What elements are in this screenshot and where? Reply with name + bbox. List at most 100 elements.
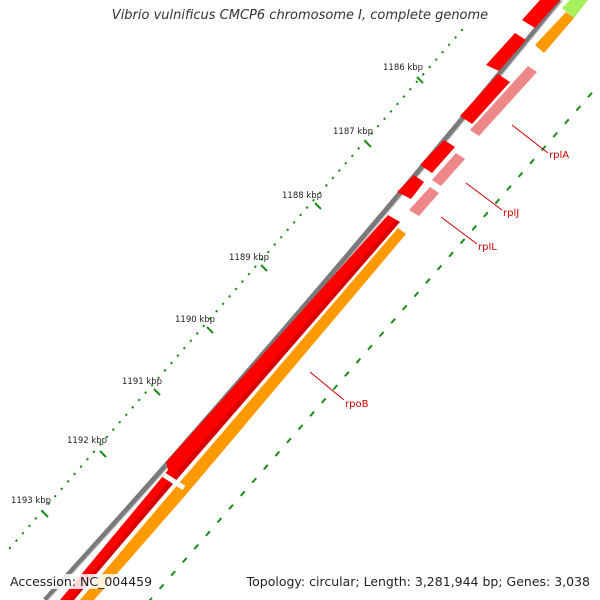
- gene-label-rplA: rplA: [549, 150, 569, 161]
- ticks-inner-mark: [158, 583, 165, 590]
- dots-outer-mark: [182, 346, 186, 350]
- dots-outer-mark: [118, 420, 122, 424]
- ticks-inner-mark: [483, 211, 489, 218]
- dots-outer-mark: [240, 280, 244, 284]
- ticks-inner-mark: [309, 411, 315, 417]
- dots-outer-mark: [34, 516, 38, 520]
- kbp-tick-mark: [41, 510, 49, 518]
- cds-forward-top: [522, 0, 560, 28]
- dots-outer-mark: [402, 95, 406, 99]
- kbp-tick-mark: [260, 264, 268, 272]
- dots-outer-mark: [376, 124, 380, 128]
- leader-rplA: [511, 124, 549, 154]
- dots-outer-mark: [324, 183, 328, 187]
- dots-outer-mark: [292, 220, 296, 224]
- ticks-inner-mark: [540, 145, 547, 152]
- dots-outer-mark: [383, 117, 386, 121]
- kbp-tick-mark: [364, 140, 372, 148]
- ticks-inner-mark: [564, 118, 570, 125]
- cds-forward-rpob: [60, 215, 400, 600]
- dots-outer-mark: [389, 109, 393, 113]
- kbp-tick-mark: [99, 450, 107, 458]
- kbp-label-1189: 1189 kbp: [229, 253, 269, 263]
- dots-outer-mark: [415, 80, 419, 84]
- ticks-inner-mark: [494, 198, 501, 205]
- ticks-inner-mark: [459, 238, 466, 245]
- dots-outer-mark: [350, 154, 354, 158]
- ticks-inner-mark: [263, 464, 269, 471]
- ticks-inner-mark: [552, 131, 558, 138]
- kbp-label-1191: 1191 kbp: [122, 377, 162, 387]
- genome-summary-text: Topology: circular; Length: 3,281,944 bp…: [245, 574, 591, 589]
- cds-forward-rplA: [460, 74, 510, 124]
- dots-outer-mark: [299, 213, 303, 217]
- dots-outer-mark: [163, 368, 167, 372]
- cds-forward-rplL: [397, 175, 424, 199]
- dots-outer-mark: [202, 324, 206, 328]
- dots-outer-mark: [331, 176, 335, 180]
- ticks-inner-mark: [378, 331, 385, 338]
- rna-feature-rplJ: [432, 153, 465, 186]
- dots-outer-mark: [266, 250, 270, 254]
- dots-outer-mark: [73, 472, 77, 476]
- gene-label-rplL: rplL: [478, 242, 497, 253]
- dots-outer-mark: [234, 287, 238, 291]
- ticks-inner-mark: [529, 158, 535, 165]
- dots-outer-mark: [395, 102, 399, 106]
- dots-outer-mark: [124, 413, 128, 417]
- cds-lime-top: [562, 0, 588, 18]
- ticks-inner-mark: [274, 450, 281, 457]
- dots-outer-mark: [305, 206, 309, 210]
- dots-outer-mark: [447, 43, 451, 47]
- dots-outer-mark: [92, 450, 96, 454]
- kbp-label-1190: 1190 kbp: [175, 315, 215, 325]
- ticks-inner-mark: [402, 304, 408, 311]
- dots-outer-mark: [105, 435, 109, 439]
- dots-outer-mark: [318, 191, 322, 195]
- dots-outer-mark: [66, 479, 70, 483]
- dots-outer-mark: [131, 405, 135, 409]
- ticks-inner-mark: [506, 185, 512, 191]
- dots-outer-mark: [441, 50, 445, 54]
- leader-rplJ: [465, 182, 503, 211]
- ticks-inner-mark: [228, 504, 234, 510]
- kbp-label-1187: 1187 kbp: [333, 127, 373, 137]
- leader-rplL: [440, 216, 478, 245]
- ticks-inner-mark: [390, 318, 396, 324]
- dots-outer-mark: [337, 169, 341, 173]
- dots-outer-mark: [157, 376, 160, 380]
- ticks-inner-mark: [193, 543, 200, 550]
- dots-outer-mark: [253, 265, 257, 269]
- ticks-inner-mark: [286, 437, 292, 444]
- dots-outer-mark: [357, 146, 361, 150]
- kbp-label-1193: 1193 kbp: [11, 496, 51, 506]
- ticks-inner-mark: [517, 171, 524, 178]
- map-title: Vibrio vulnificus CMCP6 chromosome I, co…: [111, 8, 489, 23]
- cds-orange-top: [535, 12, 574, 53]
- dots-outer-mark: [421, 72, 425, 76]
- inner-tick-ring: [148, 92, 593, 600]
- ticks-inner-mark: [425, 278, 431, 284]
- ticks-inner-mark: [251, 477, 257, 484]
- dots-outer-mark: [169, 361, 173, 365]
- rna-feature-rplL: [409, 187, 439, 216]
- dots-outer-mark: [370, 132, 374, 136]
- dots-outer-mark: [189, 339, 193, 343]
- dots-outer-mark: [111, 428, 115, 432]
- ticks-inner-mark: [205, 530, 211, 537]
- dots-outer-mark: [53, 494, 57, 498]
- dots-outer-mark: [21, 531, 25, 535]
- ticks-inner-mark: [148, 597, 153, 600]
- dots-outer-mark: [27, 524, 31, 528]
- ticks-inner-mark: [436, 264, 443, 271]
- dots-outer-mark: [428, 65, 432, 69]
- kbp-tick-mark: [314, 202, 322, 210]
- ticks-inner-mark: [320, 397, 327, 404]
- ticks-inner-mark: [216, 517, 223, 524]
- dots-outer-mark: [79, 465, 83, 469]
- dots-outer-mark: [98, 442, 102, 446]
- dots-outer-mark: [434, 58, 438, 62]
- ticks-inner-mark: [471, 224, 477, 231]
- kbp-tick-mark: [206, 326, 214, 334]
